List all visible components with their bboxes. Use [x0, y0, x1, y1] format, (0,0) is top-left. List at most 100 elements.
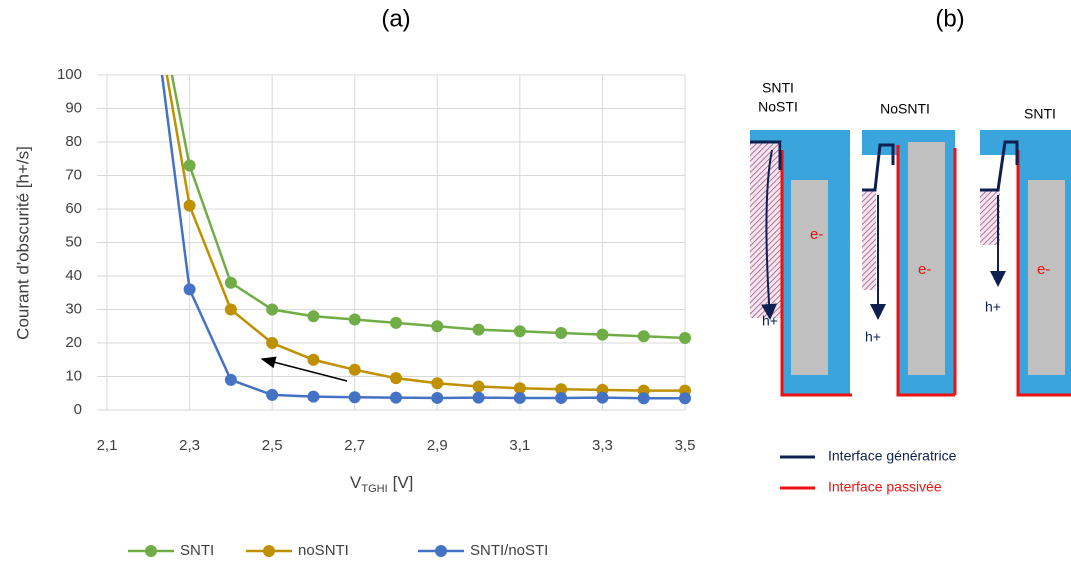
legend-label: Interface passivée — [828, 479, 942, 495]
data-point — [224, 303, 237, 316]
data-point — [307, 390, 320, 403]
legend-label: SNTI — [180, 542, 214, 559]
series-line — [165, 75, 685, 392]
data-point — [348, 363, 361, 376]
x-tick-label: 2,3 — [179, 437, 200, 454]
y-tick-label: 90 — [65, 99, 82, 116]
diagram-title: (b) — [935, 5, 964, 32]
data-point — [348, 313, 361, 326]
x-tick-label: 2,9 — [427, 437, 448, 454]
chart-title: (a) — [381, 5, 410, 32]
data-point — [513, 391, 526, 404]
data-point — [348, 391, 361, 404]
data-point — [224, 276, 237, 289]
plot-area — [97, 74, 691, 411]
y-tick-label: 80 — [65, 133, 82, 150]
passivated-interface — [1016, 150, 1071, 397]
generating-interface — [862, 143, 895, 192]
x-axis-label: VTGHI [V] — [350, 473, 413, 494]
data-point — [555, 383, 568, 396]
electron-label: e- — [918, 261, 931, 278]
y-axis-label: Courant d'obscurité [h+/s] — [13, 146, 32, 340]
hole-label: h+ — [865, 329, 881, 345]
data-point — [472, 323, 485, 336]
x-tick-label: 3,5 — [675, 437, 696, 454]
data-point — [431, 320, 444, 333]
gate — [908, 142, 945, 375]
data-point — [307, 310, 320, 323]
data-point — [307, 353, 320, 366]
y-tick-label: 0 — [74, 401, 82, 418]
legend-marker — [145, 545, 157, 557]
y-tick-label: 50 — [65, 233, 82, 250]
generating-interface — [980, 140, 1019, 192]
series-line — [160, 75, 685, 400]
gate — [1028, 180, 1065, 375]
data-point — [596, 391, 609, 404]
data-point — [183, 283, 196, 296]
legend-label: SNTI/noSTI — [470, 542, 548, 559]
data-point — [390, 316, 402, 329]
y-tick-label: 10 — [65, 367, 82, 384]
x-tick-label: 2,5 — [262, 437, 283, 454]
passivated-interface — [780, 150, 852, 397]
series-group — [160, 75, 691, 405]
annotation-arrow — [260, 356, 348, 382]
x-label-main: V — [350, 473, 362, 492]
gate — [791, 180, 828, 375]
data-point — [637, 330, 650, 343]
x-label-subscript: TGHI — [361, 483, 387, 495]
data-point — [679, 331, 691, 344]
series-line — [170, 75, 686, 340]
data-point — [596, 328, 609, 341]
y-tick-label: 60 — [65, 200, 82, 217]
y-tick-label: 70 — [65, 166, 82, 183]
depletion — [862, 190, 876, 290]
y-tick-label: 40 — [65, 267, 82, 284]
x-tick-label: 3,3 — [592, 437, 613, 454]
y-tick-label: 100 — [57, 66, 82, 83]
data-point — [555, 391, 568, 404]
legend-label: noSNTI — [298, 542, 349, 559]
x-tick-label: 3,1 — [509, 437, 530, 454]
legend-marker — [435, 545, 447, 557]
generating-interface — [750, 140, 782, 170]
passivated-interface — [896, 145, 957, 397]
data-point — [266, 303, 279, 316]
x-tick-label: 2,1 — [97, 437, 118, 454]
electron-label: e- — [810, 226, 823, 243]
hole-label: h+ — [985, 299, 1001, 315]
y-tick-label: 20 — [65, 334, 82, 351]
panel-label: NoSTI — [758, 99, 798, 115]
data-point — [637, 392, 650, 405]
y-tick-label: 30 — [65, 300, 82, 317]
data-point — [513, 382, 526, 395]
data-point — [390, 372, 402, 385]
data-point — [472, 380, 485, 393]
legend-label: Interface génératrice — [828, 448, 957, 464]
data-point — [513, 325, 526, 338]
hole-path — [761, 149, 778, 320]
data-point — [183, 159, 196, 172]
data-point — [472, 391, 485, 404]
hole-label: h+ — [762, 313, 778, 329]
panel-label: SNTI — [762, 80, 794, 96]
x-label-suffix: [V] — [393, 473, 414, 492]
data-point — [390, 391, 402, 404]
x-tick-label: 2,7 — [344, 437, 365, 454]
data-point — [679, 392, 691, 405]
data-point — [431, 391, 444, 404]
data-point — [431, 377, 444, 390]
panel-label: SNTI — [1024, 106, 1056, 122]
data-point — [224, 373, 237, 386]
data-point — [183, 199, 196, 212]
data-point — [266, 388, 279, 401]
data-point — [555, 326, 568, 339]
diagram: SNTI NoSTI NoSNTI SNTI e- h+ e- h+ e- h+ — [750, 80, 1071, 495]
depletion — [980, 190, 1000, 245]
panel-label: NoSNTI — [880, 101, 930, 117]
electron-label: e- — [1037, 261, 1050, 278]
legend-marker — [263, 545, 275, 557]
data-point — [266, 337, 279, 349]
